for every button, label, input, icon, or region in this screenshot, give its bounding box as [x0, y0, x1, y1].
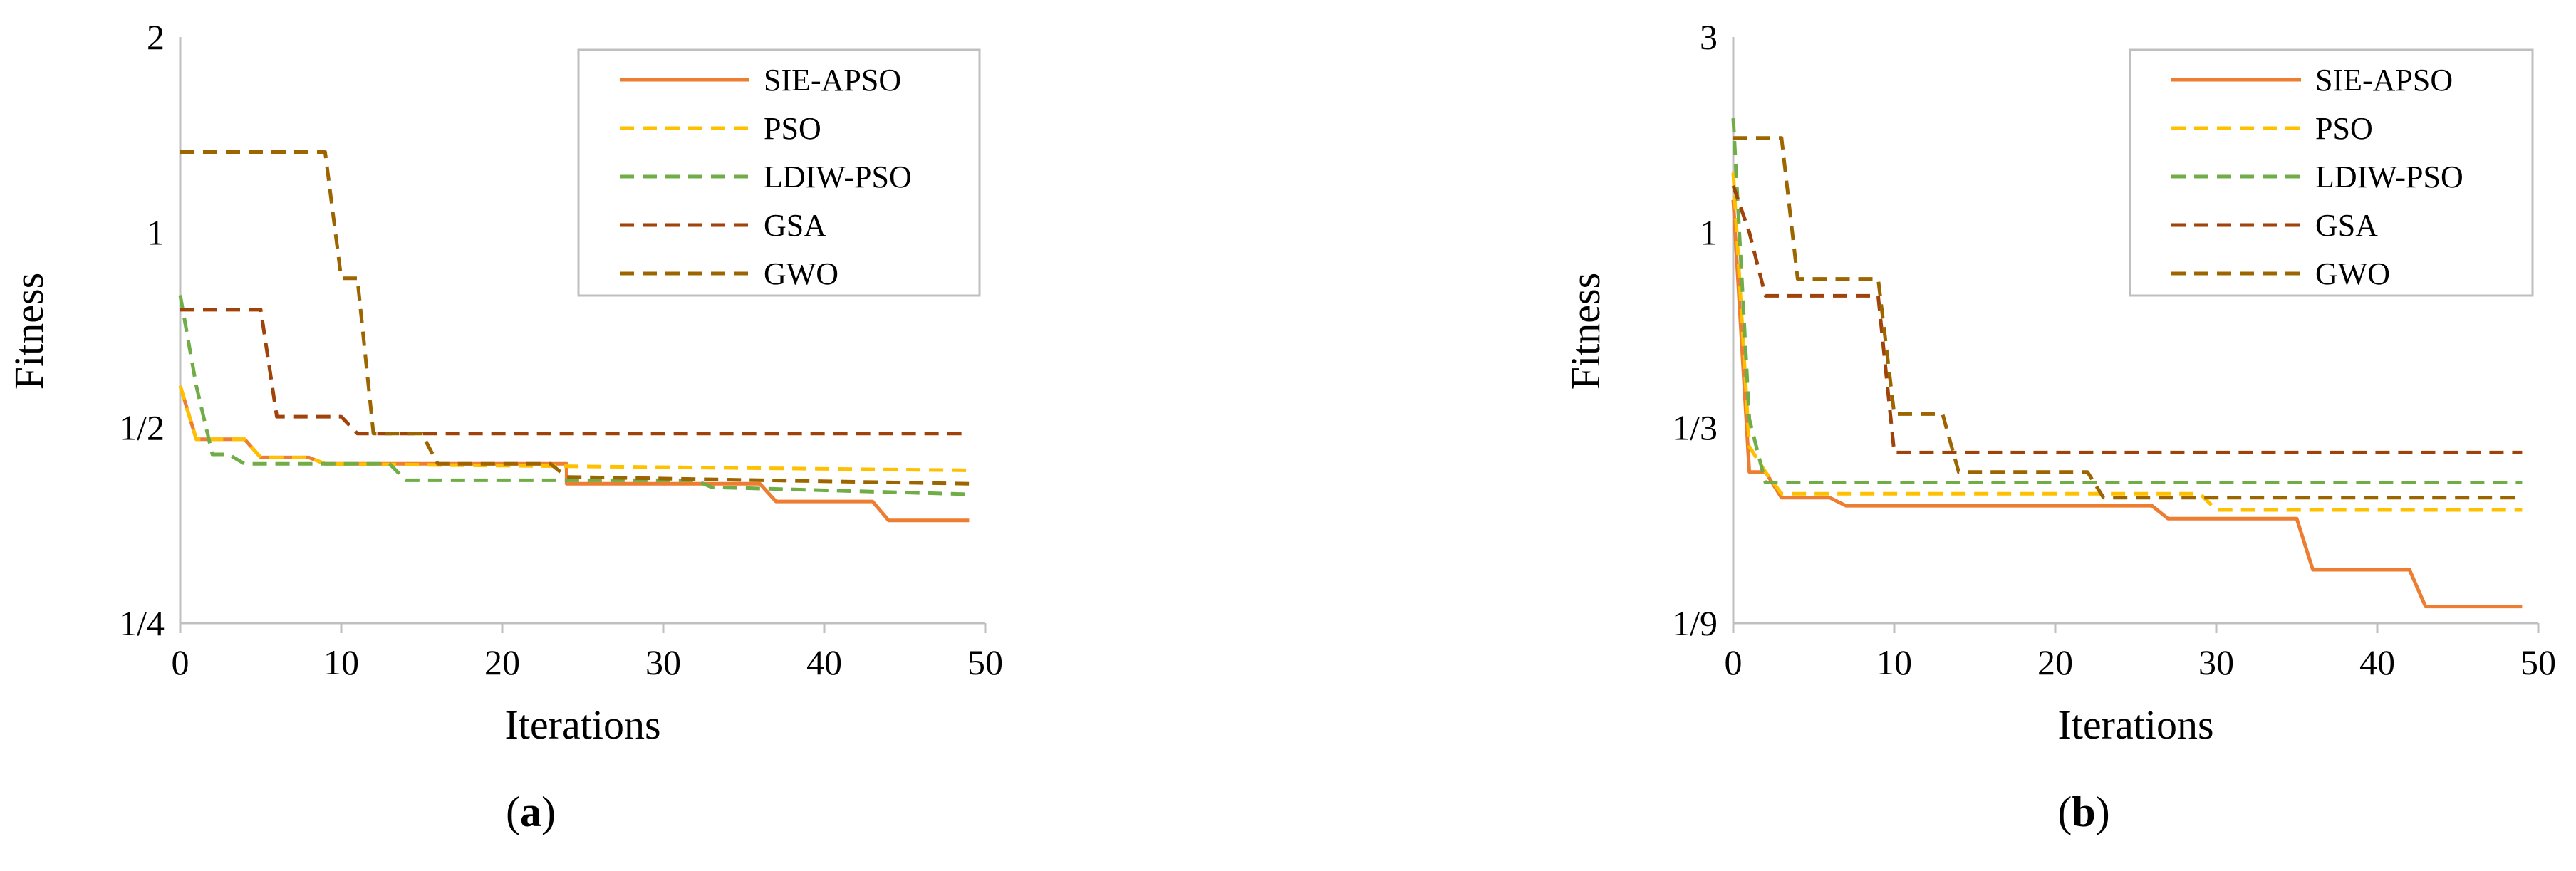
legend-label: PSO: [2315, 111, 2373, 146]
legend: SIE-APSO PSO LDIW-PSO GSA GWO: [2129, 48, 2534, 297]
legend-box: [2129, 48, 2534, 297]
y-tick-label: 3: [1700, 17, 1718, 57]
chart-panel-b: 0 10 20 30 40 50 1/9 1/3 1 3 Iterations Fitness SIE-…: [1562, 17, 2556, 835]
x-tick-label: 30: [2198, 642, 2234, 682]
panel-caption: (b): [2057, 788, 2109, 835]
y-axis-label: Fitness: [1562, 273, 1609, 390]
x-tick-label: 0: [172, 642, 189, 682]
x-tick-label: 40: [2359, 642, 2395, 682]
caption-open-paren: (: [506, 788, 520, 835]
series-line-gwo: [1733, 136, 2523, 500]
x-axis-label: Iterations: [2057, 702, 2213, 748]
series-line-pso: [1731, 172, 2523, 512]
y-tick-label: 1: [147, 212, 165, 252]
caption-letter: a: [520, 788, 541, 835]
x-tick-label: 10: [1876, 642, 1912, 682]
legend-label: GWO: [2315, 256, 2390, 291]
x-tick-label: 0: [1725, 642, 1743, 682]
caption-letter: b: [2072, 788, 2095, 835]
x-tick-label: 30: [645, 642, 681, 682]
series-line-ldiw-pso: [1731, 118, 2523, 484]
panel-caption: (a): [506, 788, 556, 835]
y-tick-label: 1/9: [1672, 603, 1718, 643]
y-tick-label: 1/3: [1672, 408, 1718, 448]
legend-label: LDIW-PSO: [2315, 160, 2463, 194]
series-line-gsa: [180, 308, 970, 436]
y-tick-label: 1/4: [119, 603, 165, 643]
legend-label: PSO: [764, 111, 821, 146]
x-tick-label: 50: [967, 642, 1003, 682]
legend-label: GSA: [764, 208, 826, 243]
series-line-pso: [178, 385, 970, 472]
legend-label: SIE-APSO: [764, 63, 901, 98]
y-tick-label: 1: [1700, 212, 1718, 252]
series-line-gwo: [180, 150, 970, 486]
caption-close-paren: ): [541, 788, 556, 835]
legend-label: SIE-APSO: [2315, 63, 2453, 98]
x-tick-label: 20: [2037, 642, 2073, 682]
legend-box: [577, 48, 981, 297]
x-axis-label: Iterations: [504, 702, 660, 748]
caption-open-paren: (: [2057, 788, 2072, 835]
chart-panel-a: 0 10 20 30 40 50 1/4 1/2 1 2 Iterations Fitness SIE-…: [6, 17, 1003, 835]
series-line-sie-apso: [178, 385, 970, 523]
x-tick-label: 10: [323, 642, 359, 682]
x-tick-label: 20: [484, 642, 520, 682]
y-axis-label: Fitness: [6, 273, 52, 390]
legend-label: LDIW-PSO: [764, 160, 912, 194]
series-line-gsa: [1731, 184, 2523, 454]
legend-label: GWO: [764, 256, 838, 291]
x-tick-label: 50: [2520, 642, 2556, 682]
caption-close-paren: ): [2096, 788, 2110, 835]
series-line-ldiw-pso: [178, 295, 970, 496]
legend: SIE-APSO PSO LDIW-PSO GSA GWO: [577, 48, 981, 297]
x-tick-label: 40: [806, 642, 842, 682]
legend-label: GSA: [2315, 208, 2378, 243]
y-tick-label: 1/2: [119, 408, 165, 448]
y-tick-label: 2: [147, 17, 165, 57]
